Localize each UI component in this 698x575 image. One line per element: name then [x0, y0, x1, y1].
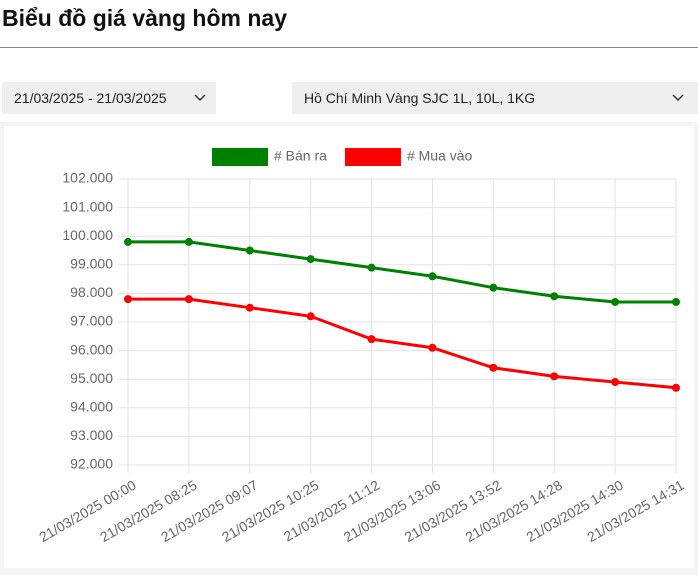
page-title: Biểu đồ giá vàng hôm nay	[2, 5, 287, 31]
y-tick-label: 94.000	[70, 399, 113, 415]
y-tick-label: 96.000	[70, 341, 113, 357]
product-text: Hồ Chí Minh Vàng SJC 1L, 10L, 1KG	[304, 90, 536, 106]
data-point	[184, 237, 193, 246]
data-point	[245, 303, 254, 312]
data-point	[489, 283, 498, 292]
legend-label: # Bán ra	[274, 148, 327, 164]
legend-swatch	[344, 148, 401, 166]
y-tick-label: 101.000	[62, 198, 113, 214]
chevron	[672, 94, 684, 102]
date-range-text: 21/03/2025 - 21/03/2025	[14, 90, 167, 106]
y-tick-label: 102.000	[62, 170, 113, 186]
data-point	[672, 383, 680, 392]
y-tick-label: 97.000	[70, 313, 113, 329]
data-point	[550, 292, 559, 301]
data-point	[306, 312, 315, 321]
y-tick-label: 99.000	[70, 256, 113, 272]
date-range-dropdown[interactable]: 21/03/2025 - 21/03/2025	[2, 82, 216, 114]
data-point	[245, 246, 254, 255]
data-point	[611, 378, 620, 387]
data-point	[672, 297, 680, 306]
chevron	[194, 94, 206, 102]
data-point	[550, 372, 559, 381]
data-point	[428, 272, 437, 281]
y-tick-label: 100.000	[62, 227, 113, 243]
series-line	[128, 297, 677, 390]
data-point	[124, 237, 132, 246]
y-tick-label: 95.000	[70, 370, 113, 386]
divider	[0, 47, 698, 48]
data-point	[124, 295, 132, 304]
data-point	[489, 363, 498, 372]
data-point	[306, 255, 315, 264]
product-dropdown[interactable]: Hồ Chí Minh Vàng SJC 1L, 10L, 1KG	[292, 82, 698, 114]
data-point	[184, 295, 193, 304]
data-point	[611, 297, 620, 306]
series-line	[128, 240, 676, 304]
y-tick-label: 98.000	[70, 284, 113, 300]
data-point	[367, 263, 376, 272]
data-point	[428, 343, 437, 352]
chart-background	[4, 126, 694, 568]
y-tick-label: 92.000	[70, 456, 113, 472]
data-point	[367, 335, 376, 344]
y-tick-label: 93.000	[70, 427, 113, 443]
legend-swatch	[212, 148, 268, 166]
legend-label: # Mua vào	[407, 148, 473, 164]
